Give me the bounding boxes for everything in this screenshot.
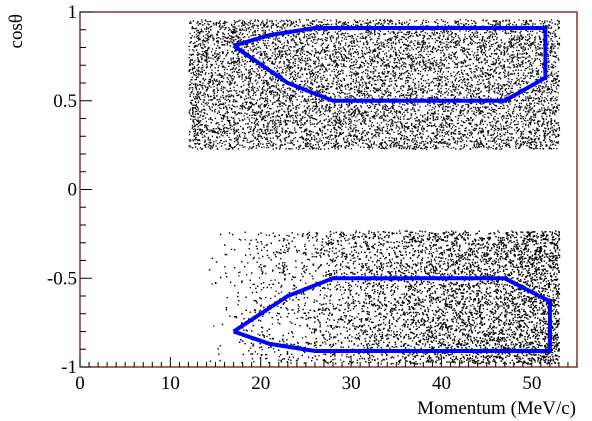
x-tick-label: 10	[161, 373, 180, 394]
y-tick-label: -0.5	[47, 268, 77, 289]
x-tick-label: 40	[432, 373, 451, 394]
x-tick-label: 30	[342, 373, 361, 394]
y-tick-label: -1	[61, 357, 77, 378]
selection-contour-1	[232, 26, 548, 103]
selection-contour-2	[232, 276, 552, 353]
x-tick-label: 20	[251, 373, 270, 394]
x-tick-label: 0	[75, 373, 85, 394]
y-tick-label: 0	[68, 180, 78, 201]
x-axis-title: Momentum (MeV/c)	[417, 398, 576, 419]
x-axis: 0 10 20 30 40 50	[75, 357, 578, 394]
y-axis-title: cosθ	[6, 14, 27, 48]
x-tick-label: 50	[522, 373, 541, 394]
y-tick-label: 1	[68, 2, 78, 23]
y-tick-label: 0.5	[53, 91, 77, 112]
selection-contours	[232, 26, 552, 353]
y-axis: -1 -0.5 0 0.5 1	[47, 2, 92, 378]
